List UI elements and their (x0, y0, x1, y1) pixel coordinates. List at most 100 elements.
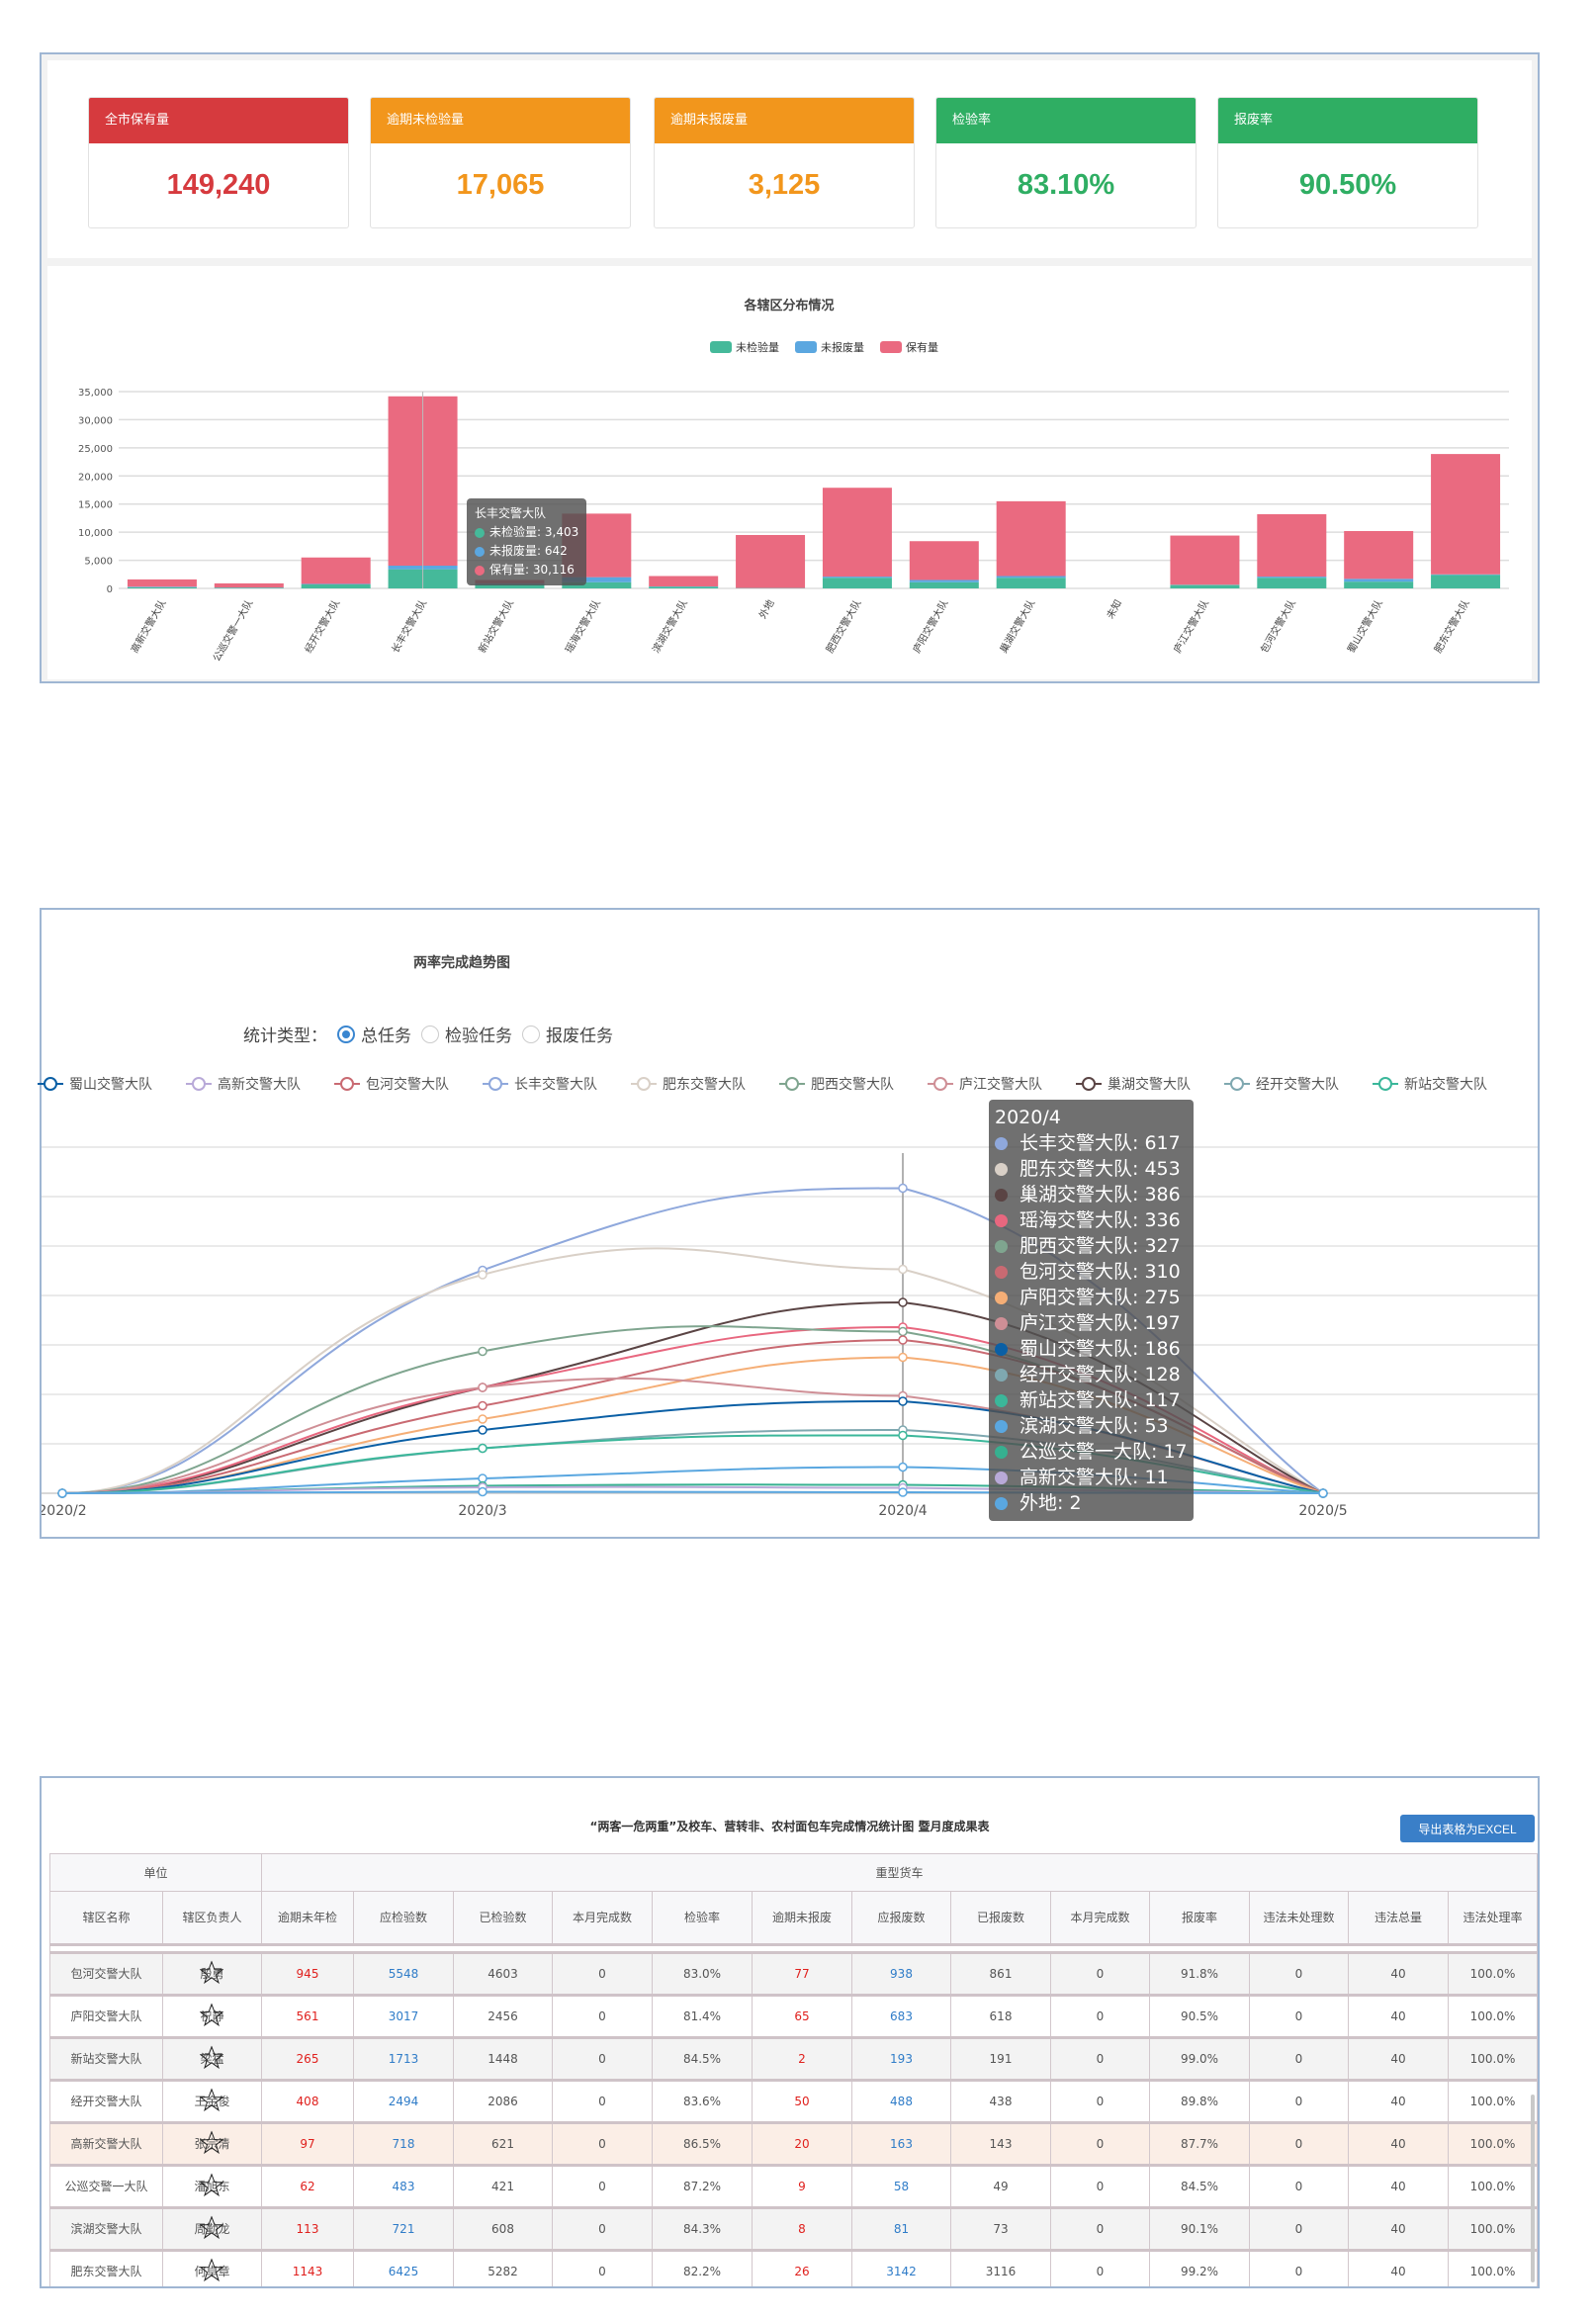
bar-segment[interactable] (1257, 578, 1327, 588)
radio-icon[interactable] (421, 1025, 439, 1043)
bar-segment[interactable] (909, 580, 979, 582)
column-header: 违法未处理数 (1249, 1891, 1349, 1946)
table-cell: 26 (752, 2250, 852, 2286)
legend-item[interactable]: 肥东交警大队 (631, 1074, 779, 1094)
data-point[interactable] (898, 1430, 908, 1441)
bar-segment[interactable] (1344, 581, 1414, 588)
data-point[interactable] (898, 1396, 908, 1406)
data-point[interactable] (898, 1264, 908, 1275)
data-point[interactable] (478, 1425, 488, 1435)
radio-icon[interactable] (337, 1025, 355, 1043)
legend-item[interactable]: 包河交警大队 (334, 1074, 483, 1094)
legend-item[interactable]: 肥西交警大队 (779, 1074, 928, 1094)
data-point[interactable] (1318, 1488, 1328, 1498)
bar-segment[interactable] (822, 578, 892, 588)
table-row[interactable]: 庐阳交警大队 祝静 561 3017 2456 0 81.4% 65 683 618 0 90.5% 0… (49, 1995, 1538, 2039)
radio-inspection-task[interactable]: 检验任务 (421, 1022, 512, 1046)
bar-segment[interactable] (475, 584, 545, 588)
legend-item[interactable]: 庐江交警大队 (928, 1074, 1076, 1094)
legend-item[interactable]: 经开交警大队 (1224, 1074, 1373, 1094)
table-row[interactable]: 包河交警大队 殷勇 945 5548 4603 0 83.0% 77 938 861 0 91.8% 0… (49, 1952, 1538, 1997)
bar-segment[interactable] (1257, 577, 1327, 579)
table-row[interactable]: 经开交警大队 王金俊 408 2494 2086 0 83.6% 50 488 438 0 89.8%… (49, 2080, 1538, 2124)
bar-segment[interactable] (562, 577, 632, 582)
group-header-heavy-truck: 重型货车 (261, 1853, 1538, 1892)
legend-item[interactable]: 蜀山交警大队 (38, 1074, 186, 1094)
table-row[interactable]: 肥东交警大队 何卓章 1143 6425 5282 0 82.2% 26 3142 3116 0 99… (49, 2250, 1538, 2286)
bar-segment[interactable] (127, 586, 197, 588)
bar-segment[interactable] (301, 584, 371, 588)
data-point[interactable] (898, 1487, 908, 1497)
legend-item[interactable]: 高新交警大队 (186, 1074, 334, 1094)
bar-segment[interactable] (909, 581, 979, 588)
bar-segment[interactable] (1431, 575, 1501, 588)
legend-swatch[interactable] (880, 341, 902, 353)
bar-segment[interactable] (127, 586, 197, 587)
radio-total-task[interactable]: 总任务 (337, 1022, 411, 1046)
data-point[interactable] (478, 1486, 488, 1497)
data-point[interactable] (898, 1326, 908, 1337)
legend-item[interactable]: 巢湖交警大队 (1076, 1074, 1224, 1094)
legend-item[interactable]: 新站交警大队 (1373, 1074, 1521, 1094)
bar-segment[interactable] (649, 586, 719, 588)
data-point[interactable] (478, 1443, 488, 1454)
bar-segment[interactable] (736, 534, 806, 588)
bar-segment[interactable] (1344, 579, 1414, 582)
tooltip-row: 未检验量: 3,403 (475, 523, 578, 542)
bar-segment[interactable] (996, 576, 1066, 579)
data-point[interactable] (478, 1400, 488, 1411)
bar-segment[interactable] (996, 578, 1066, 588)
bar-segment[interactable] (996, 500, 1066, 577)
data-point[interactable] (478, 1414, 488, 1424)
tooltip-row: 未报废量: 642 (475, 542, 578, 561)
trend-tooltip: 2020/4 长丰交警大队: 617 肥东交警大队: 453 巢湖交警大队: 386… (989, 1100, 1194, 1521)
bar-segment[interactable] (214, 582, 284, 588)
tooltip-row: 蜀山交警大队: 186 (995, 1336, 1188, 1362)
person-name-text: 殷勇 (200, 1967, 224, 1981)
bar-segment[interactable] (822, 577, 892, 579)
tooltip-value: 275 (1144, 1287, 1181, 1308)
legend-label[interactable]: 未检验量 (736, 340, 779, 354)
table-scrollbar[interactable] (1531, 2095, 1535, 2282)
results-table: 单位 重型货车 辖区名称 辖区负责人 逾期未年检 应检验数 已检验数 本月完成数 检验率 逾期未… (49, 1853, 1538, 2286)
bar-segment[interactable] (301, 583, 371, 585)
table-row[interactable]: 滨湖交警大队 周勤龙 113 721 608 0 84.3% 8 81 73 0 90.1% 0 40 10… (49, 2207, 1538, 2252)
bar-segment[interactable] (1257, 513, 1327, 578)
person-cell: 梁猛 (162, 2037, 262, 2082)
legend-item[interactable]: 长丰交警大队 (483, 1074, 631, 1094)
data-point[interactable] (898, 1352, 908, 1363)
data-point[interactable] (57, 1488, 67, 1498)
data-point[interactable] (478, 1346, 488, 1357)
bar-segment[interactable] (649, 576, 719, 587)
table-row[interactable]: 高新交警大队 张宗清 97 718 621 0 86.5% 20 163 143 0 87.7% 0 40… (49, 2122, 1538, 2167)
bar-segment[interactable] (1431, 454, 1501, 575)
bar-segment[interactable] (1431, 574, 1501, 576)
bar-segment[interactable] (127, 579, 197, 587)
bar-segment[interactable] (562, 581, 632, 588)
bar-segment[interactable] (1170, 584, 1240, 588)
data-point[interactable] (478, 1270, 488, 1280)
person-cell: 周勤龙 (162, 2207, 262, 2252)
data-point[interactable] (898, 1183, 908, 1194)
legend-label[interactable]: 未报废量 (821, 340, 864, 354)
bar-segment[interactable] (301, 557, 371, 584)
bar-segment[interactable] (909, 541, 979, 580)
bar-segment[interactable] (1170, 535, 1240, 585)
legend-swatch[interactable] (795, 341, 817, 353)
data-point[interactable] (478, 1383, 488, 1392)
bar-segment[interactable] (214, 587, 284, 588)
bar-segment[interactable] (1344, 531, 1414, 580)
legend-label[interactable]: 保有量 (906, 340, 938, 354)
radio-scrap-task[interactable]: 报废任务 (522, 1022, 613, 1046)
radio-icon[interactable] (522, 1025, 540, 1043)
legend-dot-icon (995, 1420, 1008, 1433)
export-excel-button[interactable]: 导出表格为EXCEL (1400, 1815, 1535, 1842)
bar-segment[interactable] (822, 488, 892, 578)
table-row[interactable]: 公巡交警一大队 潘旭东 62 483 421 0 87.2% 9 58 49 0 84.5% 0 40 10… (49, 2165, 1538, 2209)
table-row[interactable]: 新站交警大队 梁猛 265 1713 1448 0 84.5% 2 193 191 0 99.0% 0 4… (49, 2037, 1538, 2082)
legend-swatch[interactable] (710, 341, 732, 353)
data-point[interactable] (898, 1297, 908, 1307)
data-point[interactable] (898, 1335, 908, 1345)
data-point[interactable] (898, 1462, 908, 1472)
table-cell: 0 (552, 2080, 653, 2124)
